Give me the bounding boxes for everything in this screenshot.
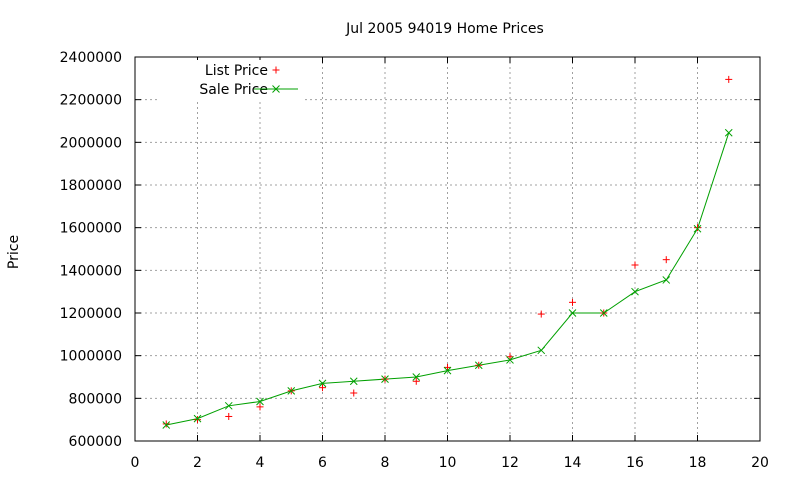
x-tick-label: 14 [564, 455, 582, 471]
list-price-point [694, 224, 701, 232]
list-price-point [662, 256, 670, 264]
y-axis-label: Price [6, 235, 22, 269]
list-price-point [444, 363, 451, 371]
list-price-point [506, 353, 514, 361]
sale-price-point [412, 373, 421, 381]
sale-price-point [349, 377, 358, 386]
legend-label-sale-price: Sale Price [199, 82, 268, 98]
legend-label-list-price: List Price [205, 63, 268, 79]
sale-price-point [193, 414, 202, 423]
sale-price-point [318, 379, 327, 388]
axes: 0 2 4 6 8 10 12 14 16 18 20 600000 800000 1000000 1200… [60, 50, 769, 471]
x-tick-label: 2 [193, 455, 202, 471]
sale-price-point [224, 401, 233, 410]
legend-marker-list-price [272, 66, 280, 74]
x-tick-label: 20 [751, 455, 769, 471]
list-price-point [412, 377, 420, 385]
x-tick-label: 8 [381, 455, 390, 471]
y-tick-label: 1200000 [60, 306, 122, 322]
chart-title: Jul 2005 94019 Home Prices [345, 21, 544, 37]
list-price-point [350, 389, 358, 397]
list-price-point [319, 384, 326, 392]
sale-price-point [381, 375, 389, 383]
list-price-point [537, 310, 545, 318]
y-tick-label: 2400000 [60, 50, 122, 66]
list-price-point [162, 420, 170, 428]
y-tick-label: 2000000 [60, 135, 122, 151]
y-tick-label: 1400000 [60, 263, 122, 279]
sale-price-point [631, 287, 639, 296]
sale-price-point [506, 356, 514, 364]
sale-price-point [443, 366, 452, 375]
x-tick-label: 18 [689, 455, 707, 471]
legend: List Price Sale Price [199, 63, 298, 98]
x-tick-label: 16 [626, 455, 644, 471]
y-tick-label: 2200000 [60, 93, 122, 109]
y-tick-label: 1000000 [60, 349, 122, 365]
sale-price-point [474, 361, 483, 370]
x-tick-label: 10 [439, 455, 457, 471]
sale-price-point [256, 397, 264, 406]
legend-background [160, 60, 305, 102]
plot-series [162, 75, 733, 429]
sale-price-point [662, 276, 671, 284]
sale-price-point [162, 421, 171, 429]
list-price-point [631, 261, 639, 269]
sale-price-point [287, 387, 296, 395]
legend-marker-sale-price [272, 85, 280, 93]
sale-price-point [599, 309, 608, 317]
y-tick-label: 800000 [69, 391, 122, 407]
x-tick-label: 0 [131, 455, 140, 471]
list-price-point [256, 403, 264, 411]
list-price-point [225, 412, 233, 420]
sale-price-point [724, 128, 733, 137]
list-price-point [569, 298, 576, 306]
grid-lines [135, 57, 760, 441]
y-tick-label: 600000 [69, 434, 122, 450]
sale-price-point [693, 224, 702, 233]
list-price-point [194, 416, 201, 424]
x-tick-label: 12 [501, 455, 519, 471]
x-tick-label: 6 [318, 455, 327, 471]
y-tick-label: 1600000 [60, 221, 122, 237]
y-tick-label: 1800000 [60, 178, 122, 194]
x-tick-label: 4 [256, 455, 265, 471]
sale-price-point [537, 346, 546, 355]
list-price-point [725, 75, 733, 83]
sale-price-point [568, 309, 577, 317]
